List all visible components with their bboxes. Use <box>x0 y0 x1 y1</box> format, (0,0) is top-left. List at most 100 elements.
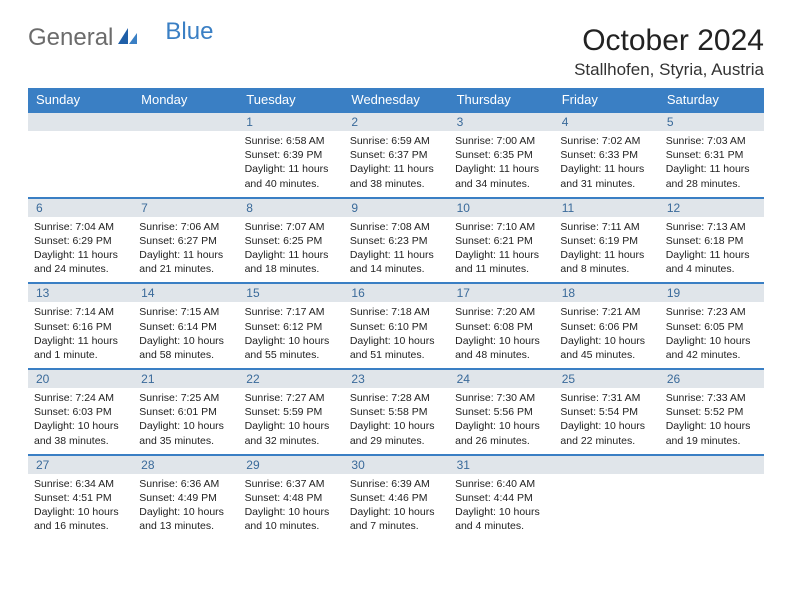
day-info-line: Sunrise: 7:08 AM <box>350 220 442 234</box>
day-cell: Sunrise: 7:08 AMSunset: 6:23 PMDaylight:… <box>344 217 449 283</box>
day-info-line: Sunrise: 7:30 AM <box>455 391 547 405</box>
day-cell: Sunrise: 7:03 AMSunset: 6:31 PMDaylight:… <box>660 131 764 197</box>
day-info-line: Daylight: 11 hours <box>34 248 126 262</box>
dayhead: Saturday <box>659 88 764 111</box>
day-info-line: Sunset: 5:56 PM <box>455 405 547 419</box>
day-info-line: Sunset: 6:01 PM <box>139 405 231 419</box>
day-info-line: Daylight: 11 hours <box>455 162 547 176</box>
day-info-line: and 10 minutes. <box>245 519 337 533</box>
day-info-line: Sunset: 6:12 PM <box>245 320 337 334</box>
dayhead: Wednesday <box>343 88 448 111</box>
day-cell: Sunrise: 7:21 AMSunset: 6:06 PMDaylight:… <box>554 302 659 368</box>
day-cell: Sunrise: 7:20 AMSunset: 6:08 PMDaylight:… <box>449 302 554 368</box>
day-info-line: and 19 minutes. <box>666 434 758 448</box>
day-info-line: Sunset: 6:37 PM <box>350 148 442 162</box>
day-number: 28 <box>133 456 238 474</box>
day-info-line: and 38 minutes. <box>350 177 442 191</box>
day-info-line: Sunset: 6:39 PM <box>245 148 337 162</box>
day-cell: Sunrise: 7:15 AMSunset: 6:14 PMDaylight:… <box>133 302 238 368</box>
day-info-line: Sunrise: 6:37 AM <box>245 477 337 491</box>
day-number: 18 <box>554 284 659 302</box>
day-cell: Sunrise: 7:25 AMSunset: 6:01 PMDaylight:… <box>133 388 238 454</box>
weeks-container: ..12345Sunrise: 6:58 AMSunset: 6:39 PMDa… <box>28 111 764 539</box>
day-info-line: Sunrise: 7:02 AM <box>560 134 652 148</box>
day-number: 19 <box>659 284 764 302</box>
dayhead: Sunday <box>28 88 133 111</box>
day-info-line: Sunrise: 7:18 AM <box>350 305 442 319</box>
day-cell: Sunrise: 6:58 AMSunset: 6:39 PMDaylight:… <box>239 131 344 197</box>
day-number: 14 <box>133 284 238 302</box>
day-info-line: Sunset: 6:05 PM <box>666 320 758 334</box>
day-number: 21 <box>133 370 238 388</box>
day-info-line: Daylight: 11 hours <box>666 248 758 262</box>
day-cell: Sunrise: 6:36 AMSunset: 4:49 PMDaylight:… <box>133 474 238 540</box>
day-info-line: Daylight: 10 hours <box>455 505 547 519</box>
day-info-line: Daylight: 11 hours <box>666 162 758 176</box>
day-cell: Sunrise: 7:07 AMSunset: 6:25 PMDaylight:… <box>239 217 344 283</box>
day-number: 29 <box>238 456 343 474</box>
day-info-line: and 21 minutes. <box>139 262 231 276</box>
day-number: . <box>133 113 238 131</box>
day-cell: Sunrise: 7:14 AMSunset: 6:16 PMDaylight:… <box>28 302 133 368</box>
day-number: 26 <box>659 370 764 388</box>
day-info-line: Daylight: 10 hours <box>350 334 442 348</box>
day-cell <box>660 474 764 540</box>
day-number: 11 <box>554 199 659 217</box>
day-info-line: Sunset: 6:29 PM <box>34 234 126 248</box>
daynum-row: ..12345 <box>28 111 764 131</box>
day-info-line: and 40 minutes. <box>245 177 337 191</box>
day-info-line: Sunset: 4:51 PM <box>34 491 126 505</box>
day-info-line: Daylight: 10 hours <box>455 419 547 433</box>
day-info-line: Daylight: 10 hours <box>350 419 442 433</box>
day-number: 17 <box>449 284 554 302</box>
day-info-line: Sunset: 5:58 PM <box>350 405 442 419</box>
day-info-line: Daylight: 11 hours <box>560 162 652 176</box>
day-info-line: Sunrise: 6:34 AM <box>34 477 126 491</box>
day-info-line: Sunrise: 7:00 AM <box>455 134 547 148</box>
day-cell: Sunrise: 6:37 AMSunset: 4:48 PMDaylight:… <box>239 474 344 540</box>
logo-text-blue: Blue <box>165 18 213 46</box>
day-number: 4 <box>554 113 659 131</box>
day-cell: Sunrise: 7:00 AMSunset: 6:35 PMDaylight:… <box>449 131 554 197</box>
day-cell: Sunrise: 7:30 AMSunset: 5:56 PMDaylight:… <box>449 388 554 454</box>
day-info-line: and 48 minutes. <box>455 348 547 362</box>
day-info-line: Sunrise: 7:11 AM <box>560 220 652 234</box>
day-info-line: Daylight: 10 hours <box>34 419 126 433</box>
day-info-line: and 11 minutes. <box>455 262 547 276</box>
dayhead-row: SundayMondayTuesdayWednesdayThursdayFrid… <box>28 88 764 111</box>
day-info-line: Sunrise: 7:13 AM <box>666 220 758 234</box>
day-info-line: and 32 minutes. <box>245 434 337 448</box>
day-number: 15 <box>238 284 343 302</box>
dayhead: Monday <box>133 88 238 111</box>
day-cell: Sunrise: 6:40 AMSunset: 4:44 PMDaylight:… <box>449 474 554 540</box>
day-info-line: Sunset: 6:16 PM <box>34 320 126 334</box>
day-info-line: Sunrise: 6:58 AM <box>245 134 337 148</box>
day-info-line: and 34 minutes. <box>455 177 547 191</box>
day-info-line: and 45 minutes. <box>560 348 652 362</box>
day-number: 23 <box>343 370 448 388</box>
day-info-line: Sunset: 5:54 PM <box>560 405 652 419</box>
day-number: 25 <box>554 370 659 388</box>
day-number: 24 <box>449 370 554 388</box>
day-number: 7 <box>133 199 238 217</box>
day-info-line: and 14 minutes. <box>350 262 442 276</box>
day-number: 3 <box>449 113 554 131</box>
day-info-line: Sunset: 6:21 PM <box>455 234 547 248</box>
dayhead: Thursday <box>449 88 554 111</box>
day-info-line: Sunset: 4:44 PM <box>455 491 547 505</box>
day-cell: Sunrise: 6:39 AMSunset: 4:46 PMDaylight:… <box>344 474 449 540</box>
day-info-line: Sunrise: 7:27 AM <box>245 391 337 405</box>
day-info-line: Sunset: 6:35 PM <box>455 148 547 162</box>
day-info-line: Sunrise: 7:28 AM <box>350 391 442 405</box>
day-cell: Sunrise: 7:27 AMSunset: 5:59 PMDaylight:… <box>239 388 344 454</box>
day-info-line: Sunset: 6:03 PM <box>34 405 126 419</box>
day-info-line: and 58 minutes. <box>139 348 231 362</box>
day-info-line: Sunrise: 7:07 AM <box>245 220 337 234</box>
day-info-line: Sunset: 6:31 PM <box>666 148 758 162</box>
day-cell: Sunrise: 7:18 AMSunset: 6:10 PMDaylight:… <box>344 302 449 368</box>
day-info-line: and 18 minutes. <box>245 262 337 276</box>
day-info-line: Daylight: 11 hours <box>455 248 547 262</box>
day-info-line: Sunrise: 7:03 AM <box>666 134 758 148</box>
day-number: 5 <box>659 113 764 131</box>
day-info-line: Daylight: 11 hours <box>350 248 442 262</box>
